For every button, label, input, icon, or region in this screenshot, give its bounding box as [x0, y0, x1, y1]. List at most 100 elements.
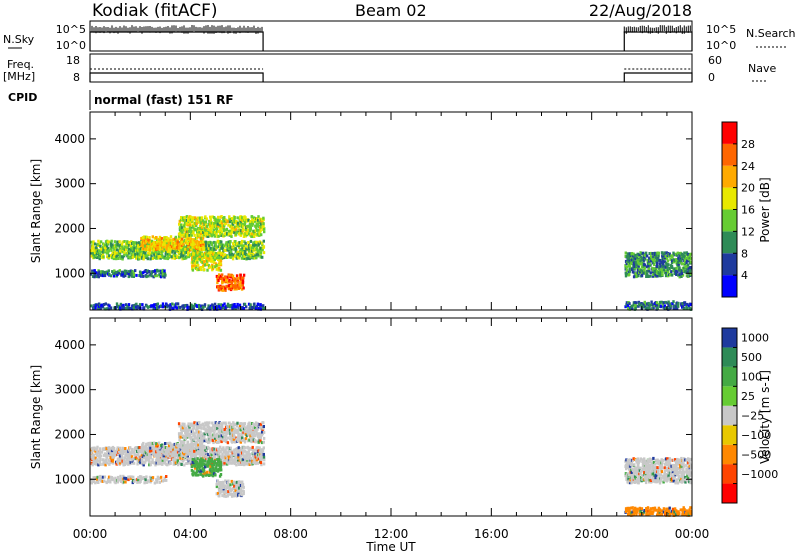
power-echo-cell	[157, 256, 161, 260]
power-echo-cell	[665, 269, 668, 273]
velocity-echo-cell	[150, 449, 153, 453]
power-echo-cell	[244, 241, 247, 245]
velocity-echo-cell	[161, 462, 164, 466]
power-echo-cell	[108, 273, 111, 276]
power-echo-cell	[188, 223, 192, 227]
power-echo-cell	[141, 246, 145, 250]
power-echo-cell	[128, 240, 131, 244]
velocity-echo-cell	[122, 459, 126, 462]
velocity-echo-cell	[231, 435, 235, 439]
power-echo-cell	[213, 307, 216, 311]
power-echo-cell	[214, 265, 217, 269]
velocity-echo-cell	[197, 436, 200, 440]
power-echo-cell	[202, 246, 205, 250]
power-echo-cell	[127, 303, 131, 307]
power-echo-cell	[644, 251, 648, 255]
power-echo-cell	[634, 272, 637, 276]
power-echo-cell	[233, 283, 237, 287]
velocity-echo-cell	[172, 453, 175, 457]
velocity-echo-cell	[637, 481, 640, 485]
power-echo-cell	[130, 272, 133, 276]
velocity-echo-cell	[628, 458, 631, 462]
power-echo-cell	[241, 279, 245, 283]
velocity-echo-cell	[91, 479, 94, 483]
velocity-echo-cell	[240, 432, 244, 435]
velocity-echo-cell	[190, 450, 193, 454]
velocity-echo-cell	[256, 422, 259, 426]
velocity-echo-cell	[103, 452, 107, 456]
power-echo-cell	[640, 258, 643, 262]
power-echo-cell	[90, 254, 94, 258]
power-echo-cell	[228, 243, 231, 247]
velocity-echo-cell	[197, 432, 201, 436]
power-echo-cell	[151, 257, 155, 260]
velocity-echo-cell	[98, 452, 102, 455]
power-echo-cell	[215, 232, 218, 236]
power-echo-cell	[116, 305, 119, 309]
velocity-echo-cell	[97, 481, 100, 484]
velocity-echo-cell	[646, 458, 650, 462]
velocity-echo-cell	[209, 464, 212, 468]
power-echo-cell	[670, 273, 674, 277]
power-echo-cell	[200, 216, 204, 220]
power-echo-cell	[125, 245, 128, 249]
power-echo-cell	[124, 303, 128, 307]
velocity-echo-cell	[240, 460, 244, 464]
velocity-echo-cell	[121, 447, 125, 451]
power-echo-cell	[252, 306, 255, 309]
power-echo-cell	[192, 256, 196, 260]
velocity-echo-cell	[155, 456, 159, 460]
power-echo-cell	[217, 218, 220, 222]
power-echo-cell	[123, 271, 127, 275]
velocity-echo-cell	[183, 440, 186, 444]
freq-label-line1: Freq.	[7, 58, 34, 71]
velocity-echo-cell	[149, 446, 152, 450]
power-echo-cell	[248, 247, 251, 251]
velocity-echo-cell	[212, 452, 215, 456]
velocity-echo-cell	[215, 485, 219, 489]
power-echo-cell	[253, 302, 256, 306]
power-echo-cell	[115, 302, 119, 306]
power-echo-cell	[110, 245, 114, 249]
power-echo-cell	[209, 215, 212, 219]
power-echo-cell	[231, 226, 234, 230]
velocity-echo-cell	[195, 461, 198, 464]
velocity-echo-cell	[189, 422, 193, 426]
velocity-echo-cell	[218, 452, 221, 456]
velocity-echo-cell	[635, 466, 638, 470]
power-echo-cell	[249, 239, 253, 243]
power-echo-cell	[138, 247, 141, 251]
velocity-echo-cell	[214, 452, 218, 456]
velocity-echo-cell	[249, 434, 252, 438]
power-colorbar-tick-label: 24	[741, 160, 755, 173]
velocity-echo-cell	[239, 458, 243, 462]
power-echo-cell	[174, 243, 177, 247]
power-echo-cell	[115, 257, 118, 261]
power-echo-cell	[689, 272, 692, 276]
power-echo-cell	[108, 254, 111, 258]
power-echo-cell	[627, 263, 630, 267]
power-echo-cell	[135, 305, 138, 309]
power-echo-cell	[91, 269, 94, 273]
power-echo-cell	[195, 224, 198, 228]
power-echo-cell	[179, 229, 182, 233]
power-echo-cell	[188, 233, 191, 237]
velocity-echo-cell	[660, 476, 663, 480]
velocity-echo-cell	[666, 457, 669, 461]
power-echo-cell	[254, 247, 257, 251]
power-echo-cell	[184, 247, 187, 251]
power-echo-cell	[624, 264, 627, 268]
velocity-echo-cell	[637, 464, 640, 468]
power-echo-cell	[115, 245, 118, 249]
power-echo-cell	[186, 307, 189, 311]
velocity-echo-cell	[645, 461, 649, 465]
power-echo-cell	[190, 233, 193, 237]
power-echo-cell	[651, 258, 655, 262]
power-echo-cell	[153, 247, 156, 251]
velocity-echo-cell	[232, 421, 235, 425]
velocity-echo-cell	[225, 462, 229, 466]
power-echo-cell	[222, 219, 225, 223]
velocity-echo-cell	[145, 480, 149, 484]
power-echo-cell	[181, 230, 184, 234]
